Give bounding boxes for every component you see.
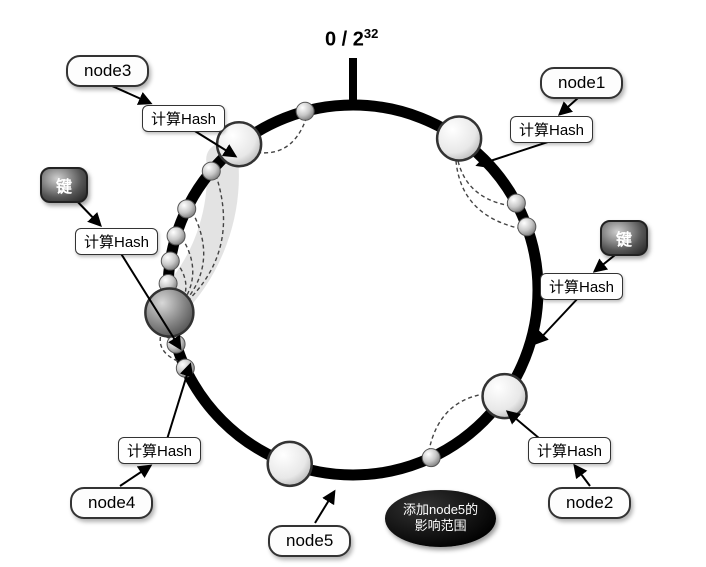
node1-box: node1 [540, 67, 623, 99]
ring-node-a [437, 116, 481, 160]
hash-key-right: 计算Hash [540, 273, 623, 300]
hash-node4: 计算Hash [118, 437, 201, 464]
node5-box: node5 [268, 525, 351, 557]
arrow-n1box-hash [560, 98, 578, 114]
arrow-node5-ring [315, 492, 334, 523]
hash-key-left: 计算Hash [75, 228, 158, 255]
hash-point [518, 218, 536, 236]
hash-point [202, 162, 220, 180]
callout-line2: 影响范围 [415, 518, 467, 533]
ring-node-b [483, 374, 527, 418]
hash-point [507, 194, 525, 212]
diagram-stage: 0 / 232 node1 node2 node3 node4 node5 计算Hash 计… [0, 0, 706, 567]
key-left: 键 [40, 167, 88, 203]
node5-impact-callout: 添加node5的影响范围 [385, 490, 496, 547]
hash-point [296, 102, 314, 120]
hash-node1: 计算Hash [510, 116, 593, 143]
arrow-n2box-hash [575, 466, 590, 486]
hash-point [422, 449, 440, 467]
hash-node2: 计算Hash [528, 437, 611, 464]
node3-box: node3 [66, 55, 149, 87]
callout-line1: 添加node5的 [403, 502, 478, 517]
top-label-base: 0 / 2 [325, 29, 364, 51]
hash-point [161, 252, 179, 270]
hash-point [176, 359, 194, 377]
hash-point [167, 227, 185, 245]
top-label: 0 / 232 [325, 26, 378, 52]
arrow-n4box-hash [120, 466, 150, 486]
ring-node-c [268, 442, 312, 486]
node2-box: node2 [548, 487, 631, 519]
node4-box: node4 [70, 487, 153, 519]
top-label-exp: 32 [364, 26, 378, 41]
hash-point [178, 200, 196, 218]
key-right: 键 [600, 220, 648, 256]
hash-node3: 计算Hash [142, 105, 225, 132]
arrow-n3box-hash [112, 86, 150, 103]
